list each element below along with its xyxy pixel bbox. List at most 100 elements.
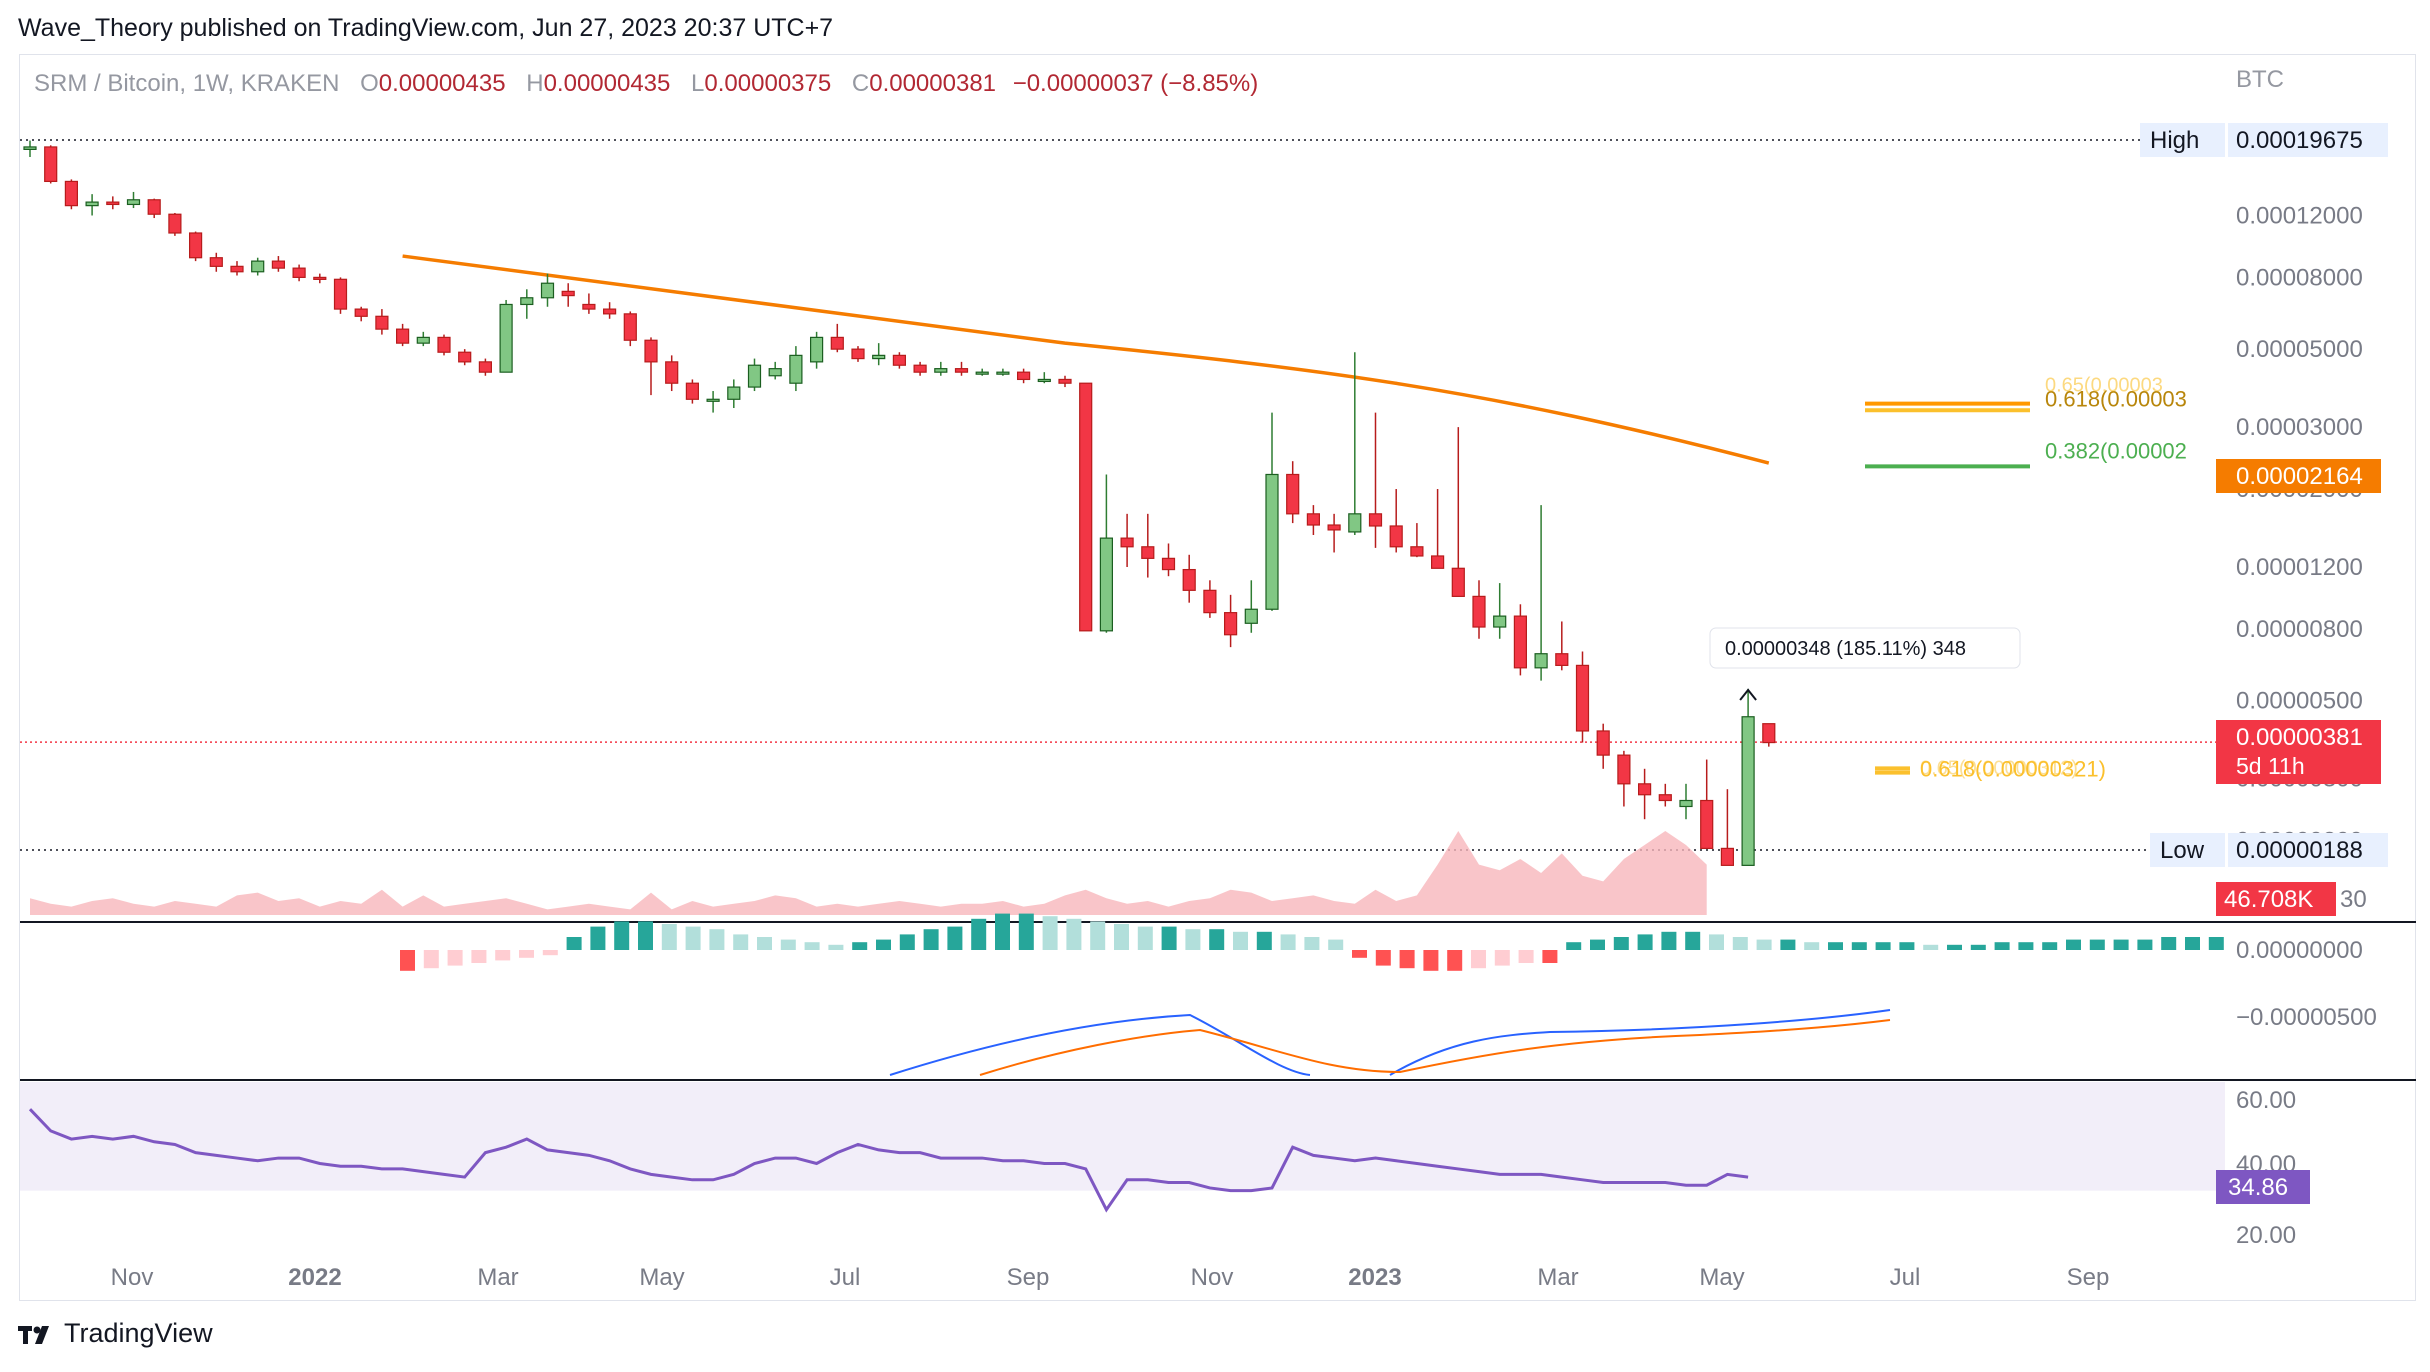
macd-bar — [566, 937, 582, 950]
close-value: 0.00000381 — [869, 70, 997, 97]
candle-body — [1493, 615, 1507, 628]
symbol-legend: SRM / Bitcoin, 1W, KRAKEN O0.00000435 H0… — [34, 70, 1258, 98]
macd-bar — [1161, 926, 1177, 950]
measure-arrow — [1739, 688, 1757, 701]
candle-body — [251, 260, 265, 273]
macd-bar — [1018, 913, 1034, 950]
candle-body — [1637, 783, 1652, 796]
macd-bar — [1899, 942, 1915, 950]
tradingview-logo[interactable]: TradingView — [18, 1318, 213, 1349]
candle-body — [1700, 799, 1714, 849]
macd-bar — [804, 942, 820, 950]
open-label: O — [360, 70, 379, 97]
macd-tick: −0.00000500 — [2236, 1004, 2377, 1031]
time-label: Nov — [1191, 1264, 1234, 1291]
candle-body — [582, 303, 596, 310]
candle-body — [685, 382, 700, 400]
macd-bar — [1233, 931, 1248, 950]
publisher-caption: Wave_Theory published on TradingView.com… — [18, 14, 834, 42]
macd-bar — [947, 926, 963, 950]
candle-body — [1161, 557, 1176, 571]
time-label: May — [639, 1264, 684, 1291]
macd-bar — [1494, 950, 1510, 966]
tradingview-brand: TradingView — [64, 1318, 213, 1348]
candle-body — [499, 303, 513, 373]
macd-bar — [1399, 950, 1415, 969]
macd-bar — [780, 939, 796, 950]
macd-bar — [1756, 939, 1772, 950]
candle-body — [1223, 612, 1238, 636]
macd-bar — [1066, 918, 1082, 950]
candle-body — [1720, 847, 1735, 866]
candle-body — [458, 351, 472, 363]
candle-body — [1534, 653, 1548, 669]
macd-bar — [1566, 942, 1582, 950]
candle-body — [644, 339, 658, 363]
macd-bar — [1875, 942, 1891, 950]
macd-bar — [2113, 939, 2129, 950]
candle-body — [1368, 513, 1383, 527]
candle-body — [520, 297, 534, 306]
candle-body — [313, 276, 327, 280]
macd-bar — [590, 926, 606, 950]
fib-low2-label: 0.65(0.00000312) — [1920, 758, 2078, 780]
candle-body — [1762, 723, 1776, 744]
price-tick: 0.00005000 — [2236, 336, 2363, 363]
macd-bar — [1375, 950, 1391, 966]
currency-label: BTC — [2236, 66, 2284, 93]
macd-bar — [1994, 942, 2010, 950]
time-label: Jul — [1890, 1264, 1921, 1291]
high-value-bg — [2228, 123, 2388, 157]
change-value: −0.00000037 (−8.85%) — [1012, 70, 1259, 97]
candle-body — [665, 361, 679, 384]
high-label: High — [2150, 127, 2199, 154]
low-value: 0.00000188 — [2236, 837, 2363, 864]
macd-bar — [1256, 931, 1272, 950]
macd-bar — [1923, 944, 1939, 950]
rsi-tag: 34.86 — [2228, 1174, 2288, 1201]
macd-bar — [1613, 937, 1629, 950]
macd-bar — [638, 921, 653, 950]
candle-body — [1265, 473, 1279, 610]
ema-line — [402, 254, 1770, 465]
candle-body — [809, 336, 824, 363]
macd-bar — [1804, 942, 1820, 950]
candle-body — [147, 199, 161, 215]
macd-bar — [2208, 937, 2224, 950]
time-label: Mar — [1537, 1264, 1578, 1291]
macd-bar — [1685, 931, 1701, 950]
macd-bar — [1185, 929, 1201, 950]
candle-body — [333, 278, 348, 310]
macd-bar — [1780, 939, 1796, 950]
macd-bar — [1947, 944, 1962, 950]
candle-body — [851, 348, 865, 360]
time-label: Jul — [830, 1264, 861, 1291]
ema-tag-bg — [2216, 459, 2381, 493]
low-label-bg — [2150, 833, 2225, 867]
macd-bar — [2066, 939, 2081, 950]
candle-body — [1513, 615, 1528, 669]
measure-box — [1709, 627, 2021, 669]
candle-body — [354, 308, 368, 317]
macd-bar — [685, 926, 701, 950]
macd-bar — [709, 929, 725, 950]
candle-body — [271, 260, 285, 269]
time-label: May — [1699, 1264, 1744, 1291]
time-label: Nov — [111, 1264, 154, 1291]
candle-body — [106, 201, 120, 206]
fib-618-label: 0.618(0.00003 — [2045, 386, 2187, 411]
macd-bar — [1114, 924, 1129, 950]
candle-body — [292, 267, 306, 278]
candle-body — [934, 368, 948, 373]
price-tick: 0.00000800 — [2236, 616, 2363, 643]
macd-bar — [1137, 926, 1153, 950]
macd-bar — [1709, 934, 1724, 950]
macd-bar — [423, 950, 439, 969]
candle-body — [540, 282, 555, 299]
candle-body — [1617, 754, 1631, 785]
macd-bar — [495, 950, 511, 961]
candle-body — [602, 308, 617, 315]
macd-bar — [2042, 942, 2058, 950]
open-value: 0.00000435 — [378, 70, 506, 97]
